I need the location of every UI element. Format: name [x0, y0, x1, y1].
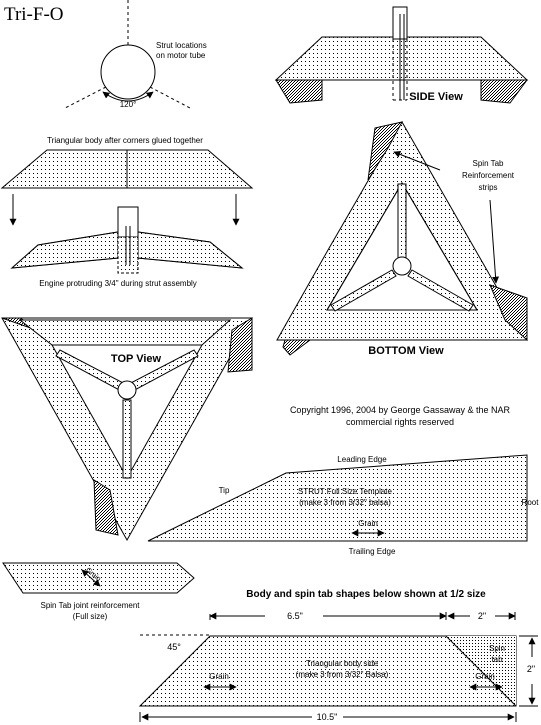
trailing-edge-label: Trailing Edge [349, 547, 396, 556]
engine-protruding-diagram: Engine protruding 3/4" during strut asse… [10, 206, 244, 288]
dim-2-vert-label: 2" [527, 664, 535, 674]
strut-template-diagram: Leading Edge Tip Root STRUT Full Size Te… [147, 454, 540, 556]
body-grain-right-label: Grain [475, 672, 495, 681]
body-side-template-diagram: 6.5" 2" 45° Triangular body side (make 3… [138, 611, 538, 722]
spin-tab-joint-label-1: Spin Tab joint reinforcement [40, 601, 140, 610]
strut-grain-label: Grain [358, 519, 378, 528]
leading-edge-label: Leading Edge [337, 455, 387, 464]
top-view-diagram: TOP View [1, 317, 253, 542]
strut-locations-label-2: on motor tube [156, 51, 206, 60]
spin-tab-reinforcement-label-1: Spin Tab [473, 159, 505, 168]
strut-template-label-2: (make 3 from 3/32" balsa) [299, 498, 391, 507]
dim-10-5-label: 10.5" [317, 712, 338, 722]
copyright-line-2: commercial rights reserved [346, 417, 454, 427]
triangular-body-diagram: Triangular body after corners glued toge… [0, 136, 254, 226]
plan-title: Tri-F-O [4, 4, 64, 25]
triangular-body-label: Triangular body after corners glued toge… [47, 136, 203, 145]
bottom-view-label: BOTTOM View [368, 345, 444, 357]
strut-locations-label-1: Strut locations [156, 41, 207, 50]
body-side-label-1: Triangular body side [306, 659, 379, 668]
spin-tab-reinforcement-label-2: Reinforcement [462, 171, 515, 180]
side-view-diagram: SIDE View [274, 6, 529, 104]
spin-tab-label-1: Spin [489, 644, 505, 653]
body-grain-left-label: Grain [209, 672, 229, 681]
dim-6-5-label: 6.5" [287, 611, 303, 621]
tip-label: Tip [219, 486, 230, 495]
spin-tab-joint-label-2: (Full size) [73, 612, 108, 621]
half-size-note: Body and spin tab shapes below shown at … [246, 589, 486, 600]
spin-tab-joint-diagram: Grain Spin Tab joint reinforcement (Full… [2, 562, 195, 621]
root-label: Root [522, 498, 540, 507]
spin-tab-reinforcement-label-3: strips [478, 183, 497, 192]
dim-45-label: 45° [167, 642, 181, 652]
copyright-line-1: Copyright 1996, 2004 by George Gassaway … [290, 405, 511, 415]
side-view-label: SIDE View [409, 91, 463, 103]
top-view-label: TOP View [111, 353, 162, 365]
body-side-label-2: (make 3 from 3/32" Balsa) [296, 670, 389, 679]
dim-2-label: 2" [478, 611, 486, 621]
spin-tab-label-2: tab [491, 655, 503, 664]
bottom-view-diagram: Spin Tab Reinforcement strips BOTTOM Vie… [276, 120, 528, 357]
engine-protruding-label: Engine protruding 3/4" during strut asse… [39, 279, 197, 288]
angle-label: 120° [120, 100, 137, 109]
motor-tube-strut-diagram: 120° Strut locations on motor tube [64, 0, 207, 109]
strut-template-label-1: STRUT Full Size Template [298, 487, 393, 496]
